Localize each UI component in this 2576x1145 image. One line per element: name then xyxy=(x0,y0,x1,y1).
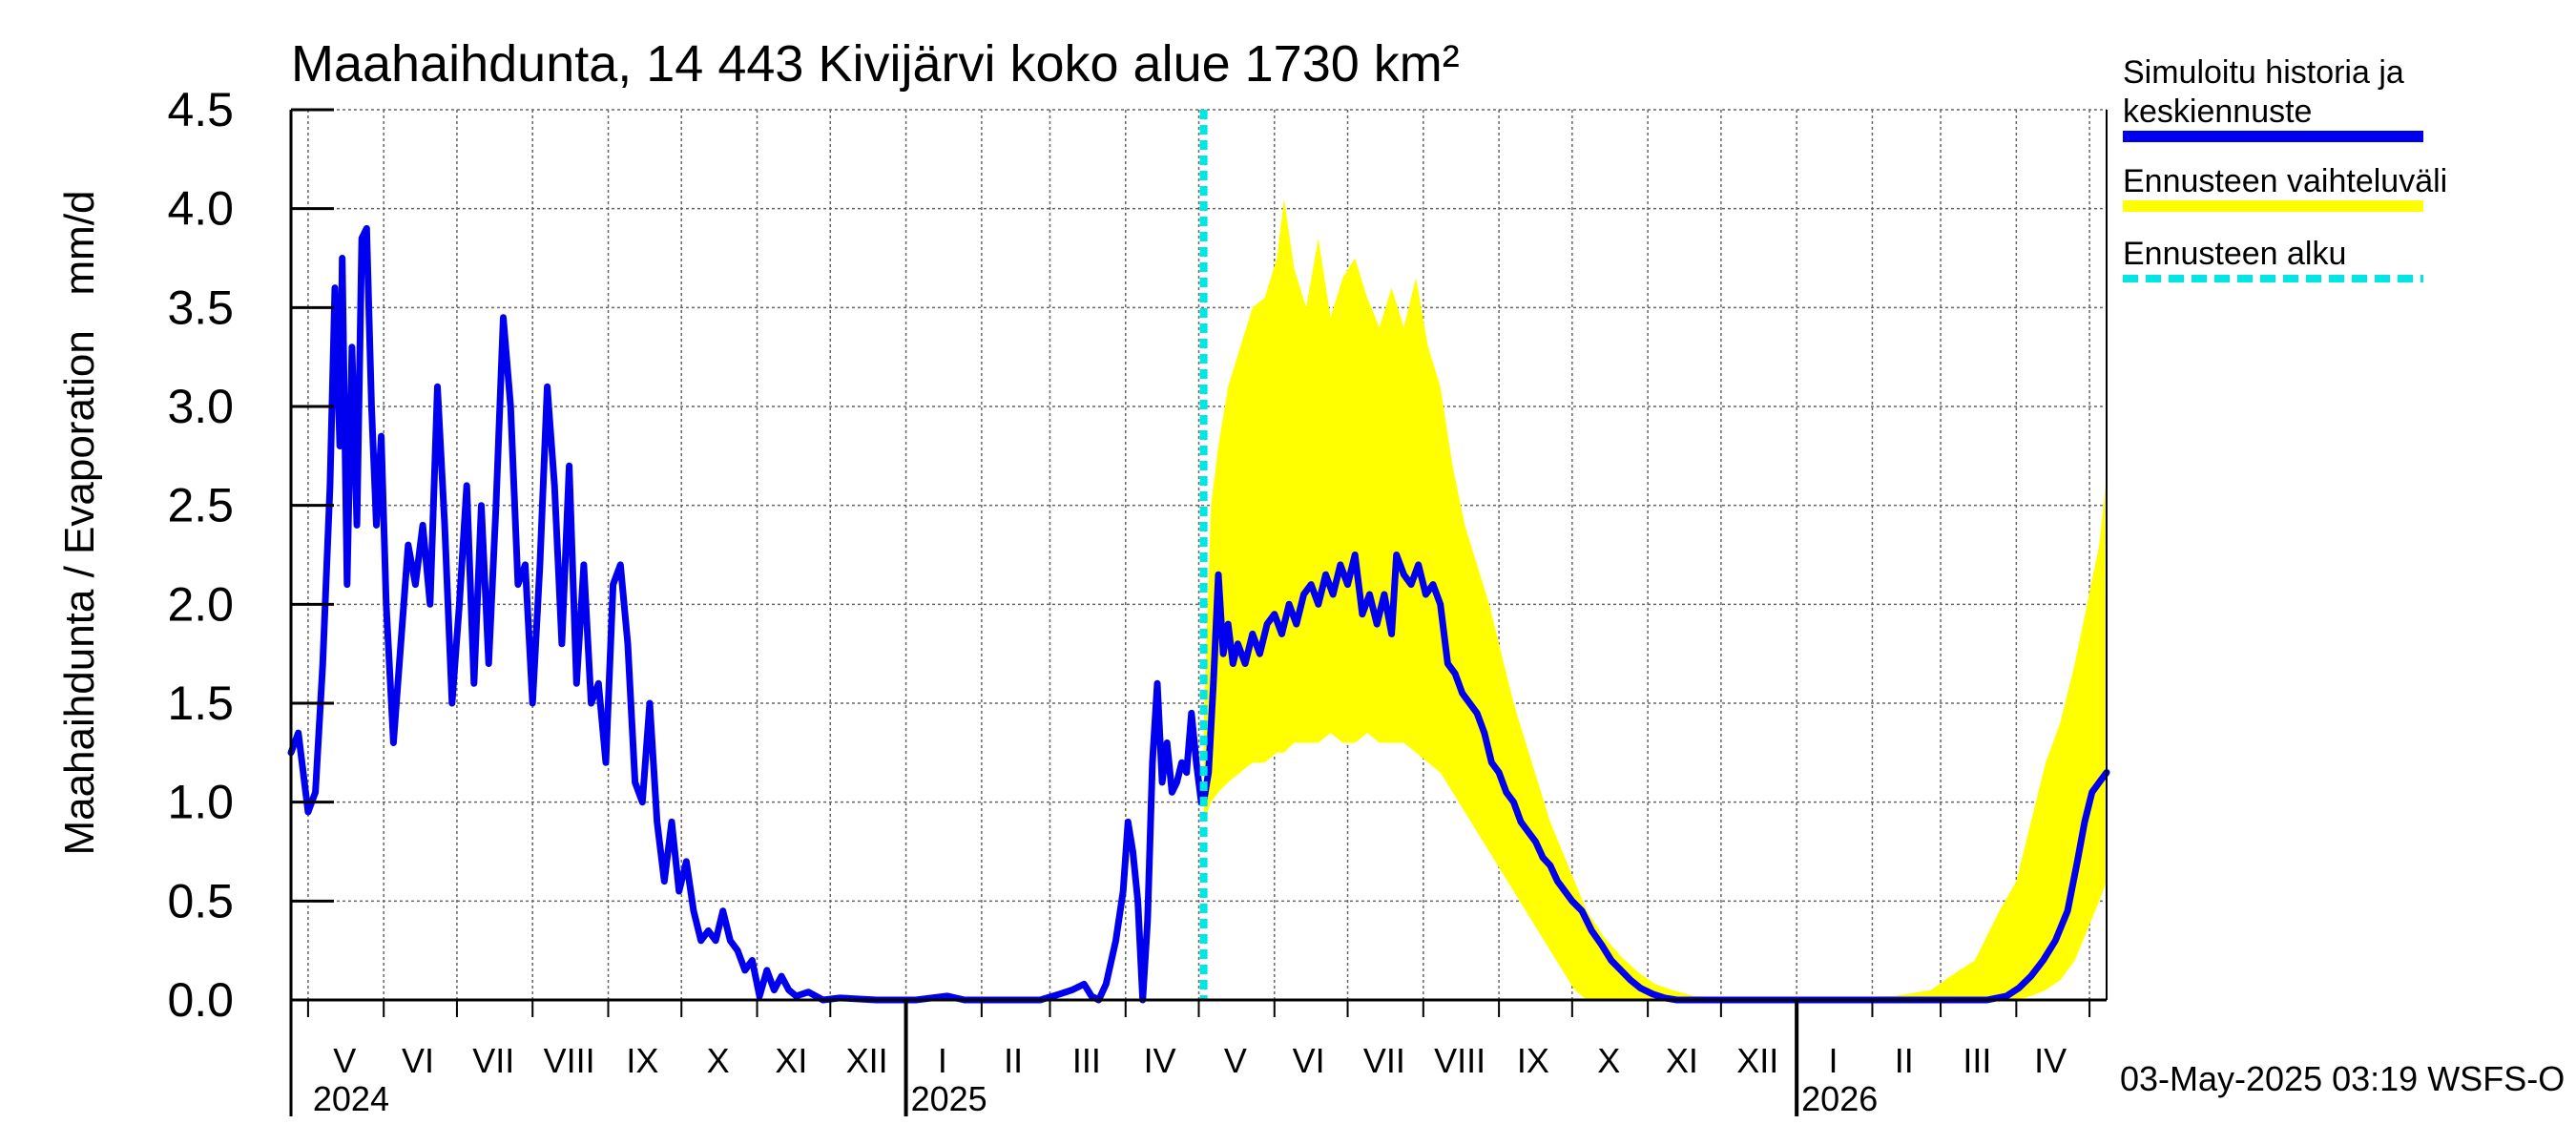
chart-title: Maahaihdunta, 14 443 Kivijärvi koko alue… xyxy=(291,35,1460,93)
month-label: IV xyxy=(2034,1041,2067,1080)
y-tick-label: 1.5 xyxy=(167,677,234,730)
year-label: 2024 xyxy=(313,1079,389,1118)
y-tick-label: 4.5 xyxy=(167,83,234,136)
month-label: XII xyxy=(846,1041,888,1080)
month-label: X xyxy=(1597,1041,1620,1080)
simulated-series xyxy=(287,224,2110,1004)
legend-label: Simuloitu historia ja xyxy=(2123,54,2404,91)
month-label: XI xyxy=(1666,1041,1698,1080)
y-tick-label: 0.0 xyxy=(167,973,234,1027)
month-label: VII xyxy=(1363,1041,1405,1080)
month-label: I xyxy=(938,1041,947,1080)
forecast-range-band xyxy=(1203,198,2107,1001)
legend-label: keskiennuste xyxy=(2123,94,2312,130)
y-tick-label: 2.5 xyxy=(167,479,234,532)
y-tick-label: 3.5 xyxy=(167,281,234,334)
axes: 0.00.51.01.52.02.53.03.54.04.5V VI VII VIII… xyxy=(167,83,2108,1118)
y-tick-label: 1.0 xyxy=(167,776,234,829)
year-label: 2025 xyxy=(911,1079,987,1118)
y-axis-label: Maahaihdunta / Evaporation mm/d xyxy=(56,190,103,855)
month-label: VI xyxy=(402,1041,434,1080)
month-label: X xyxy=(707,1041,730,1080)
month-label: VIII xyxy=(544,1041,595,1080)
month-label: V xyxy=(333,1041,356,1080)
simulated-line xyxy=(287,224,2110,1004)
month-label: VII xyxy=(472,1041,514,1080)
month-label: II xyxy=(1895,1041,1914,1080)
y-tick-label: 0.5 xyxy=(167,874,234,927)
month-label: IX xyxy=(1517,1041,1549,1080)
month-label: VIII xyxy=(1434,1041,1485,1080)
month-label: XII xyxy=(1736,1041,1778,1080)
month-label: IX xyxy=(626,1041,658,1080)
year-label: 2026 xyxy=(1801,1079,1878,1118)
legend-label: Ennusteen vaihteluväli xyxy=(2123,163,2447,199)
month-label: VI xyxy=(1293,1041,1325,1080)
month-label: XI xyxy=(775,1041,807,1080)
month-label: IV xyxy=(1144,1041,1176,1080)
month-label: II xyxy=(1004,1041,1023,1080)
month-label: III xyxy=(1072,1041,1101,1080)
y-tick-label: 2.0 xyxy=(167,577,234,631)
legend-label: Ennusteen alku xyxy=(2123,236,2346,272)
y-tick-label: 3.0 xyxy=(167,380,234,433)
timestamp-label: 03-May-2025 03:19 WSFS-O xyxy=(2120,1059,2565,1098)
forecast-range-area xyxy=(1203,198,2107,1001)
y-tick-label: 4.0 xyxy=(167,182,234,236)
month-label: III xyxy=(1963,1041,1991,1080)
month-label: I xyxy=(1829,1041,1839,1080)
grid xyxy=(291,109,2107,1000)
month-label: V xyxy=(1224,1041,1247,1080)
